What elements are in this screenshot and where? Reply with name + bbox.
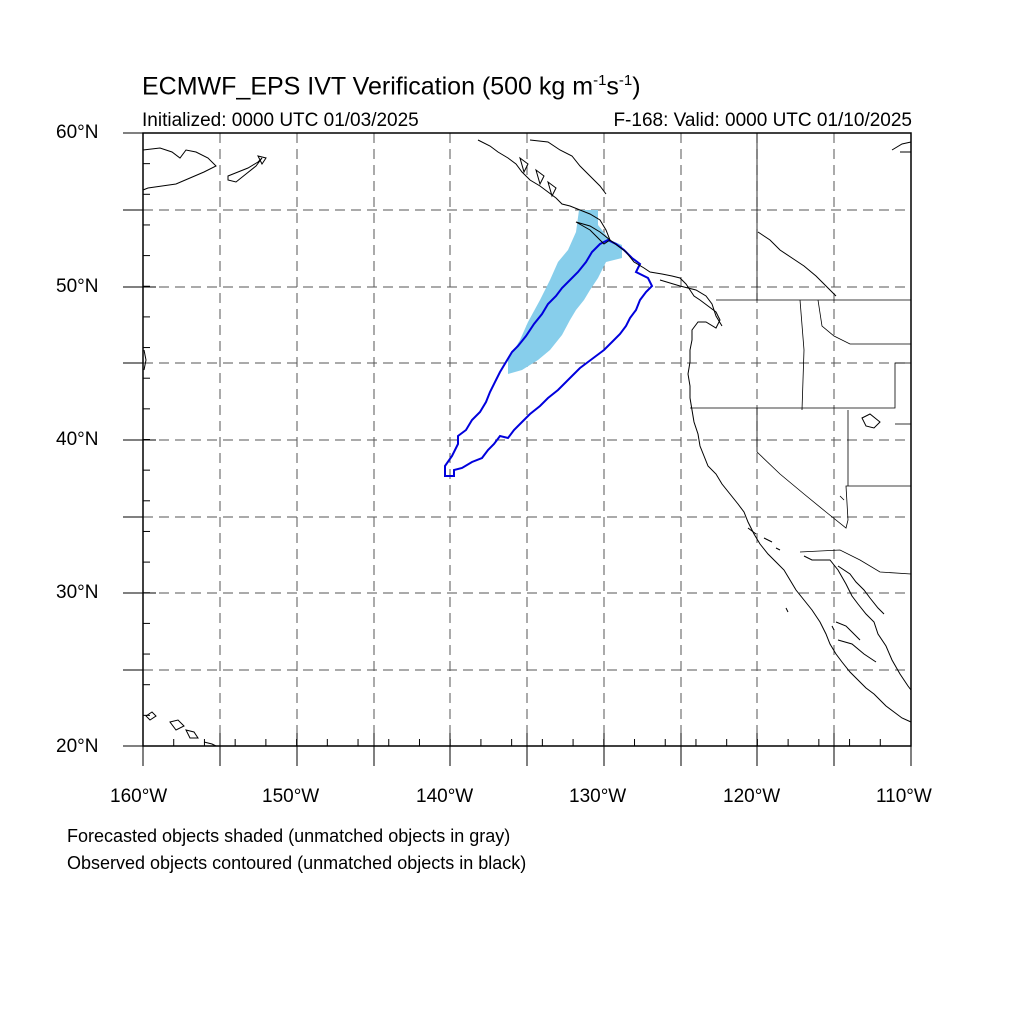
lon-label-140w: 140°W (416, 786, 474, 807)
lat-label-50n: 50°N (56, 276, 99, 297)
title-close: ) (632, 72, 641, 101)
lon-label-160w: 160°W (110, 786, 168, 807)
title-exponent-2: -1 (618, 72, 633, 89)
lon-label-150w: 150°W (262, 786, 320, 807)
title-unit-s: s (606, 72, 619, 101)
lon-label-110w: 110°W (876, 786, 932, 807)
lon-label-120w: 120°W (723, 786, 781, 807)
forecast-note: Forecasted objects shaded (unmatched obj… (67, 826, 511, 846)
lat-label-20n: 20°N (56, 736, 99, 757)
grid-lines (143, 133, 911, 746)
coastlines (142, 139, 912, 747)
title-text: ECMWF_EPS IVT Verification (500 kg m (142, 72, 594, 101)
title-exponent-1: -1 (593, 72, 607, 89)
tick-marks (123, 132, 912, 766)
minor-tick-marks (143, 163, 881, 746)
valid-label: F-168: Valid: 0000 UTC 01/10/2025 (613, 110, 912, 131)
observed-object (444, 238, 654, 477)
observed-note: Observed objects contoured (unmatched ob… (67, 853, 527, 873)
lat-label-30n: 30°N (56, 582, 99, 603)
lat-label-40n: 40°N (56, 429, 99, 450)
map-title: ECMWF_EPS IVT Verification (500 kg m-1s-… (142, 72, 641, 101)
borders (690, 133, 912, 575)
lon-label-130w: 130°W (569, 786, 627, 807)
lat-label-60n: 60°N (56, 122, 99, 143)
initialized-label: Initialized: 0000 UTC 01/03/2025 (142, 110, 419, 131)
